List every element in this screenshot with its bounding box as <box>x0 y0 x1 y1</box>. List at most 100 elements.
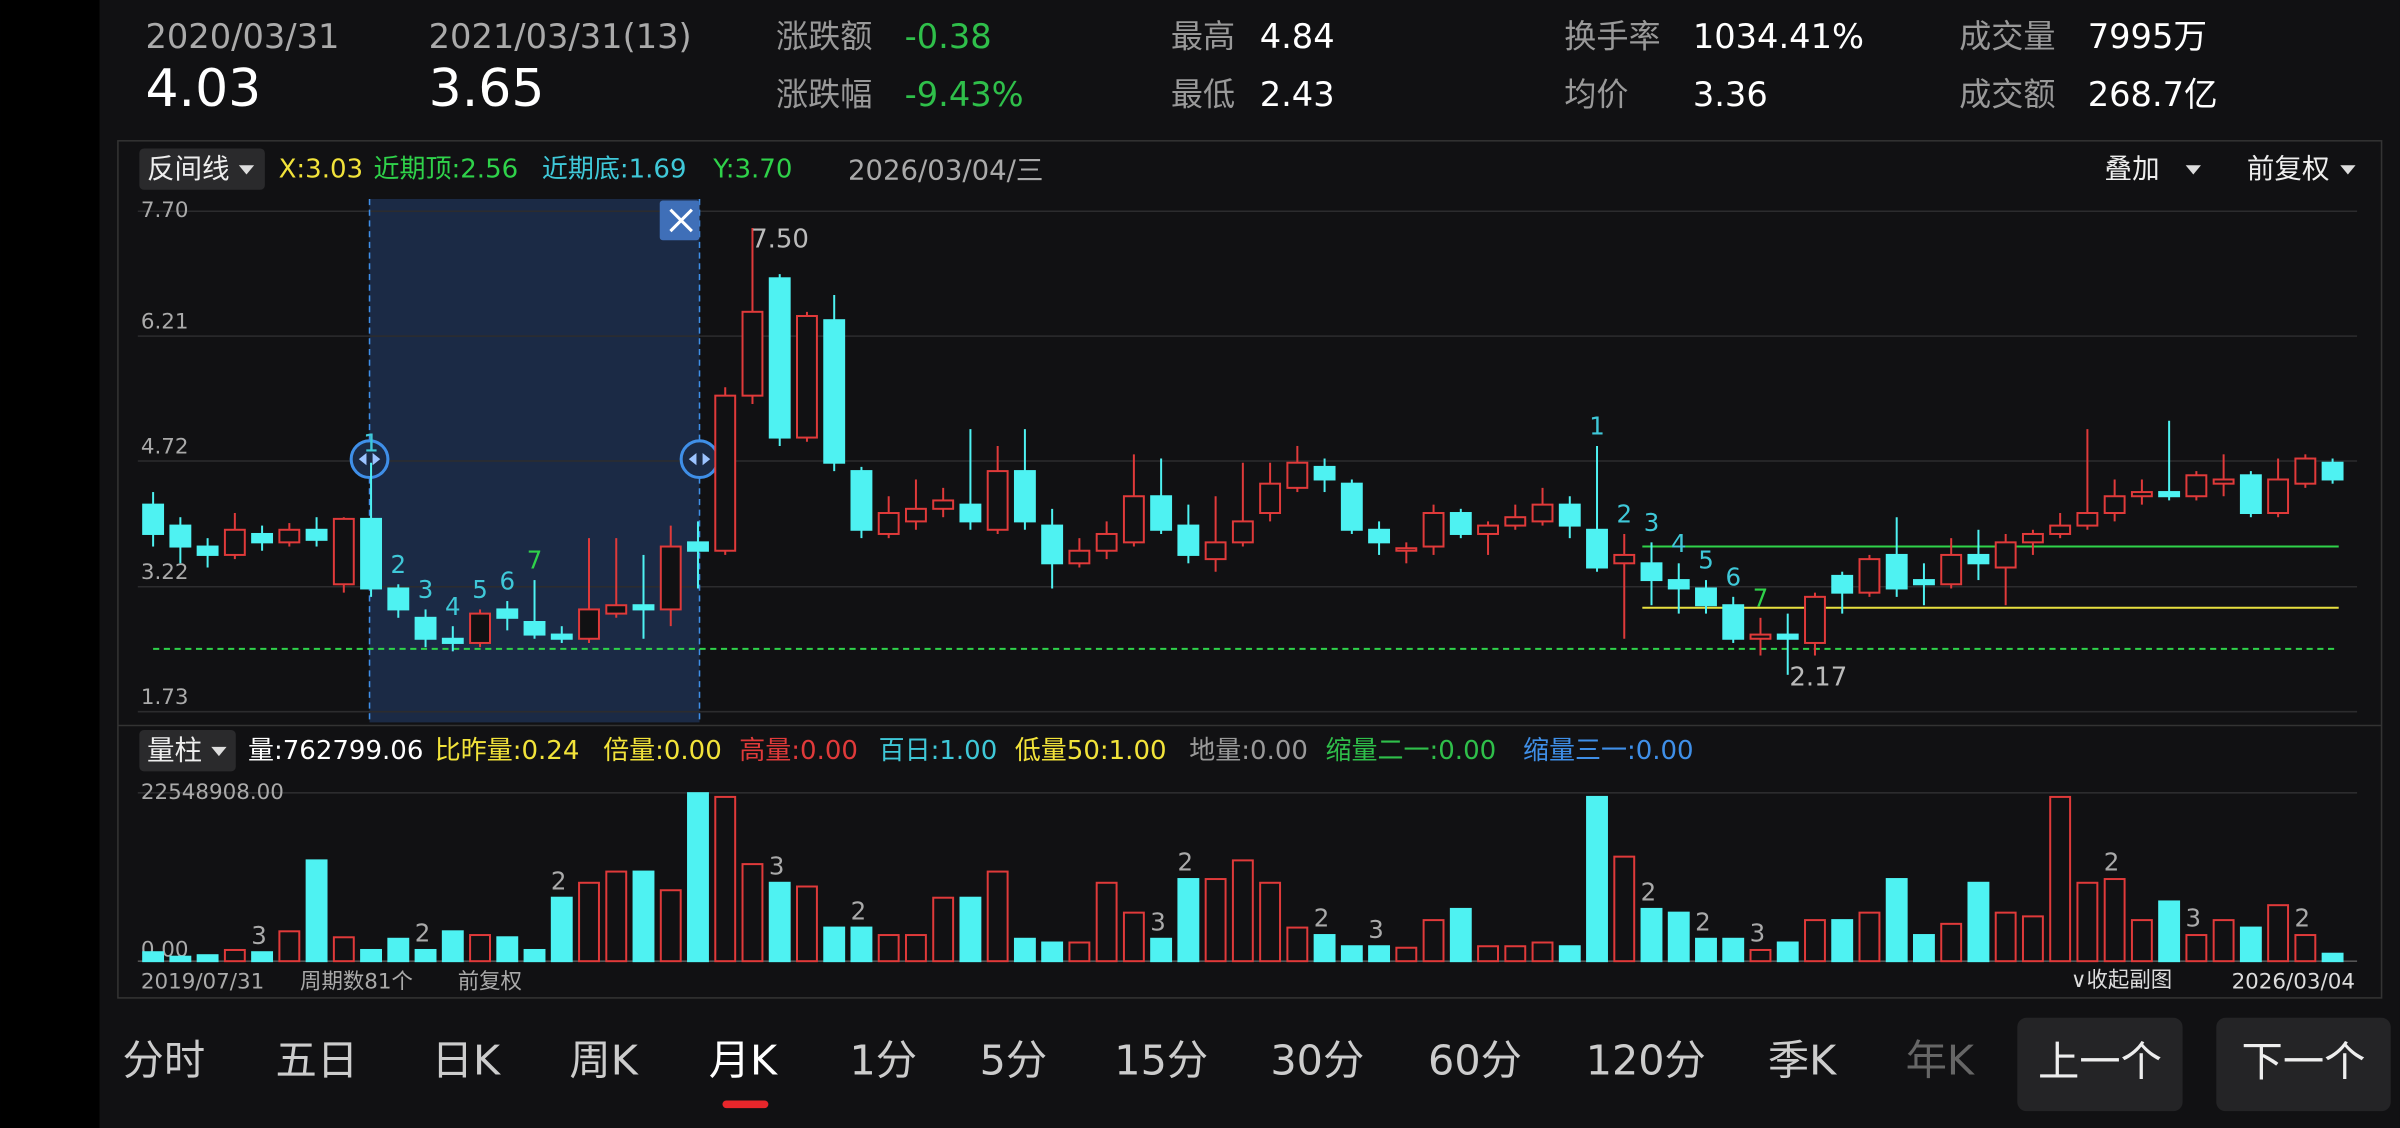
candle-body <box>659 545 682 611</box>
volume-bar <box>2158 900 2181 963</box>
candle-body <box>469 612 491 644</box>
cursor-date: 2026/03/04/三 <box>848 154 1044 186</box>
volume-indicator-value: 倍量:0.00 <box>603 736 722 766</box>
period-tab[interactable]: 年K <box>1906 1037 1975 1085</box>
bar-label: 3 <box>2186 904 2202 933</box>
candle-body <box>2321 461 2344 481</box>
next-button[interactable]: 下一个 <box>2242 1038 2366 1086</box>
candle-body <box>251 532 274 544</box>
volume-bar <box>796 885 818 963</box>
y-tick-label: 22548908.00 <box>141 780 284 805</box>
collapse-button[interactable]: ∨收起副图 <box>2071 968 2172 993</box>
volume-bar <box>1122 911 1145 963</box>
adjust-button[interactable]: 前复权 <box>2247 153 2330 185</box>
bar-label: 2 <box>1314 904 1330 933</box>
bar-label: 2 <box>1178 848 1194 877</box>
candle-body <box>1831 574 1854 594</box>
candle-body <box>578 608 600 640</box>
start-date: 2020/03/31 <box>145 17 339 56</box>
bar-label: 2 <box>551 866 567 895</box>
period-tab[interactable]: 1分 <box>850 1037 918 1085</box>
volume-bar <box>1667 911 1690 963</box>
candle-body <box>2130 491 2153 498</box>
end-date: 2021/03/31(13) <box>429 17 692 56</box>
candle-body <box>2267 478 2290 515</box>
sequence-label: 2 <box>1616 500 1632 529</box>
stat-value: -0.38 <box>905 17 992 56</box>
volume-bar <box>1259 881 1282 963</box>
period-tab[interactable]: 5分 <box>980 1037 1048 1085</box>
candle-body <box>1068 549 1091 565</box>
volume-bar <box>2321 952 2344 963</box>
candle-body <box>196 545 219 556</box>
sequence-label: 3 <box>1644 508 1660 537</box>
volume-bar <box>2103 878 2126 963</box>
prev-button[interactable]: 上一个 <box>2038 1038 2162 1086</box>
dropdown-caret <box>238 165 255 175</box>
indicator-selector[interactable]: 反间线 <box>147 153 230 185</box>
candle-body <box>523 620 546 636</box>
overlay-button[interactable]: 叠加 <box>2105 153 2160 185</box>
period-tab[interactable]: 月K <box>709 1037 778 1085</box>
y-tick-label: 3.22 <box>141 560 189 585</box>
volume-bar <box>1177 878 1200 963</box>
selector-box[interactable] <box>139 148 265 190</box>
volume-bar <box>1967 881 1990 963</box>
volume-bar <box>2076 881 2099 963</box>
volume-bar <box>251 951 274 963</box>
footer-start-date: 2019/07/31 <box>141 970 264 995</box>
volume-indicator-value: 低量50:1.00 <box>1015 736 1167 766</box>
volume-bar <box>360 948 383 963</box>
dropdown-caret <box>2185 165 2201 175</box>
indicator-value: 近期底:1.69 <box>542 154 687 184</box>
candle-body <box>823 319 846 464</box>
volume-bar <box>768 881 791 963</box>
bar-label: 2 <box>2104 848 2120 877</box>
indicator-value: 近期顶:2.56 <box>374 154 519 184</box>
candle-body <box>223 528 246 556</box>
period-tab[interactable]: 120分 <box>1586 1037 1706 1085</box>
selection-handle[interactable] <box>349 439 390 480</box>
prev-button-bg[interactable] <box>2017 1017 2183 1112</box>
period-tab[interactable]: 五日 <box>276 1037 359 1085</box>
volume-bar <box>2021 915 2044 963</box>
candle-body <box>1449 512 1472 535</box>
period-tab[interactable]: 季K <box>1768 1037 1837 1085</box>
next-button-bg[interactable] <box>2216 1017 2391 1112</box>
volume-bar <box>196 954 219 963</box>
volume-selector[interactable]: 量柱 <box>147 734 202 766</box>
candle-body <box>2239 474 2262 515</box>
selector-box[interactable] <box>139 730 236 772</box>
period-tab[interactable]: 日K <box>432 1037 501 1085</box>
period-tab[interactable]: 30分 <box>1270 1037 1364 1085</box>
volume-bar <box>1940 922 1963 963</box>
volume-indicator-value: 量:762799.06 <box>248 736 423 766</box>
volume-bar <box>2185 934 2208 963</box>
period-tab[interactable]: 15分 <box>1114 1037 1208 1085</box>
volume-bar <box>1286 926 1309 963</box>
period-tab[interactable]: 周K <box>569 1037 638 1085</box>
candle-body <box>1122 495 1145 544</box>
period-tab[interactable]: 60分 <box>1428 1037 1522 1085</box>
bar-label: 2 <box>1641 878 1657 907</box>
volume-indicator-value: 缩量三一:0.00 <box>1523 736 1694 766</box>
candle-body <box>1368 528 1391 544</box>
selection-handle[interactable] <box>679 439 720 480</box>
volume-bar <box>2239 926 2262 963</box>
bar-label: 3 <box>769 851 785 880</box>
indicator-value: Y:3.70 <box>712 154 792 184</box>
candle-body <box>1313 465 1336 481</box>
candle-body <box>877 512 900 535</box>
volume-bar <box>223 948 246 963</box>
end-price: 3.65 <box>429 59 545 119</box>
candle-body <box>1940 553 1963 586</box>
candle-body <box>1749 633 1772 640</box>
candle-body <box>605 604 628 615</box>
candle-body <box>850 470 873 531</box>
volume-bar <box>469 934 491 963</box>
volume-bar <box>1885 878 1908 963</box>
active-tab-indicator <box>722 1100 769 1109</box>
candle-body <box>959 503 982 523</box>
period-tab[interactable]: 分时 <box>123 1037 206 1085</box>
